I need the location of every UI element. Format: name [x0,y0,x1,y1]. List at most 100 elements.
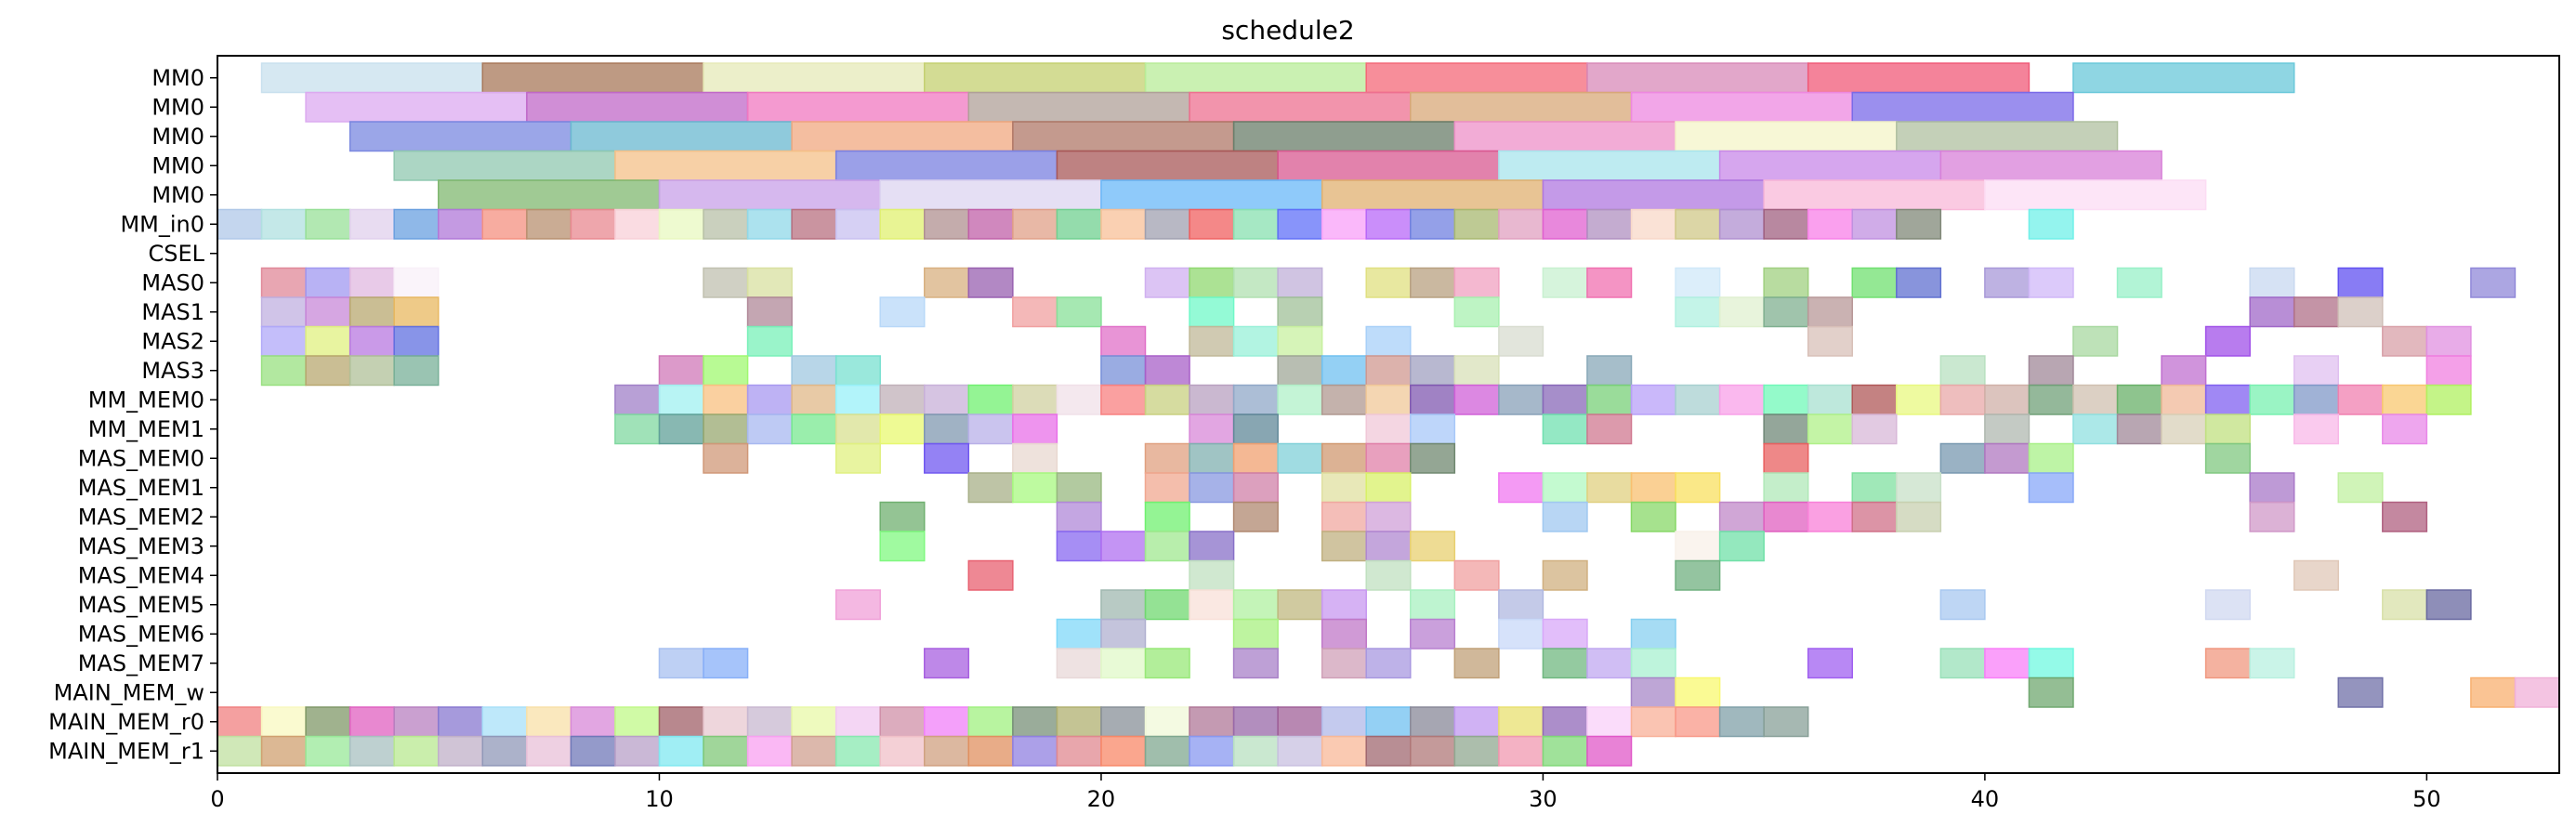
task-bar [1851,501,1898,532]
task-bar [1232,472,1279,504]
x-tick-label: 20 [1087,786,1116,812]
task-bar [2249,267,2295,298]
task-bar [1232,208,1279,240]
task-bar [1851,413,1898,445]
task-bar [1144,442,1190,474]
task-bar [1232,325,1279,357]
task-bar [1056,472,1102,504]
plot-frame [217,55,2560,774]
task-bar [1410,267,1456,298]
task-bar [658,735,704,767]
task-bar [2028,355,2074,387]
y-tick-label: MAS1 [141,299,204,325]
y-tick-label: MM0 [151,94,204,120]
task-bar [924,648,970,679]
task-bar [1542,559,1588,591]
task-bar [614,208,661,240]
task-bar [1365,384,1412,415]
task-bar [1012,413,1058,445]
task-bar [1718,296,1765,328]
task-bar [2337,676,2384,708]
task-bar [1100,384,1147,415]
task-bar [703,735,749,767]
task-bar [1232,735,1279,767]
task-bar [2204,589,2251,621]
task-bar [481,208,528,240]
task-bar [1939,384,1986,415]
task-bar [1542,267,1588,298]
task-bar [1365,735,1412,767]
task-bar [1100,706,1147,738]
task-bar [2249,384,2295,415]
task-bar [1100,735,1147,767]
task-bar [1189,267,1235,298]
task-bar [1586,706,1633,738]
task-bar [1100,355,1147,387]
task-bar [393,296,440,328]
task-bar [1542,472,1588,504]
task-bar [260,267,307,298]
y-tick-label: MM0 [151,65,204,91]
task-bar [2161,413,2207,445]
task-bar [1144,706,1190,738]
task-bar [348,355,395,387]
y-tick-label: MAS2 [141,328,204,354]
task-bar [393,735,440,767]
task-bar [1410,589,1456,621]
task-bar [835,442,881,474]
task-bar [1056,384,1102,415]
y-tick-label: MM0 [151,124,204,150]
task-bar [437,179,661,211]
task-bar [1807,384,1853,415]
task-bar [1277,384,1323,415]
task-bar [1189,472,1235,504]
task-bar [1675,384,1721,415]
task-bar [791,121,1014,152]
task-bar [1630,91,1853,123]
task-bar [1675,208,1721,240]
task-bar [1100,531,1147,562]
task-bar [1542,735,1588,767]
task-bar [2028,384,2074,415]
task-bar [879,208,926,240]
task-bar [2249,501,2295,532]
task-bar [1630,208,1676,240]
task-bar [1453,121,1676,152]
task-bar [1896,384,1942,415]
y-tick-label: MAS_MEM0 [78,445,204,471]
task-bar [1410,413,1456,445]
task-bar [1365,648,1412,679]
task-bar [1100,179,1323,211]
task-bar [2161,355,2207,387]
task-bar [1984,413,2031,445]
task-bar [1100,208,1147,240]
task-bar [1277,442,1323,474]
task-bar [1542,501,1588,532]
task-bar [2337,384,2384,415]
task-bar [1189,559,1235,591]
task-bar [835,706,881,738]
task-bar [2425,589,2472,621]
task-bar [570,121,793,152]
task-bar [305,91,528,123]
task-bar [1410,355,1456,387]
task-bar [1410,91,1633,123]
task-bar [746,325,793,357]
task-bar [1056,208,1102,240]
task-bar [1630,648,1676,679]
task-bar [305,706,351,738]
task-bar [1586,413,1633,445]
task-bar [791,355,837,387]
task-bar [217,735,263,767]
y-tick-label: MAIN_MEM_r1 [48,738,204,764]
task-bar [1056,618,1102,650]
task-bar [570,706,616,738]
task-bar [1056,296,1102,328]
task-bar [2337,267,2384,298]
task-bar [2382,413,2428,445]
task-bar [1144,735,1190,767]
task-bar [924,62,1147,94]
task-bar [1189,384,1235,415]
task-bar [2382,384,2428,415]
task-bar [1498,325,1544,357]
